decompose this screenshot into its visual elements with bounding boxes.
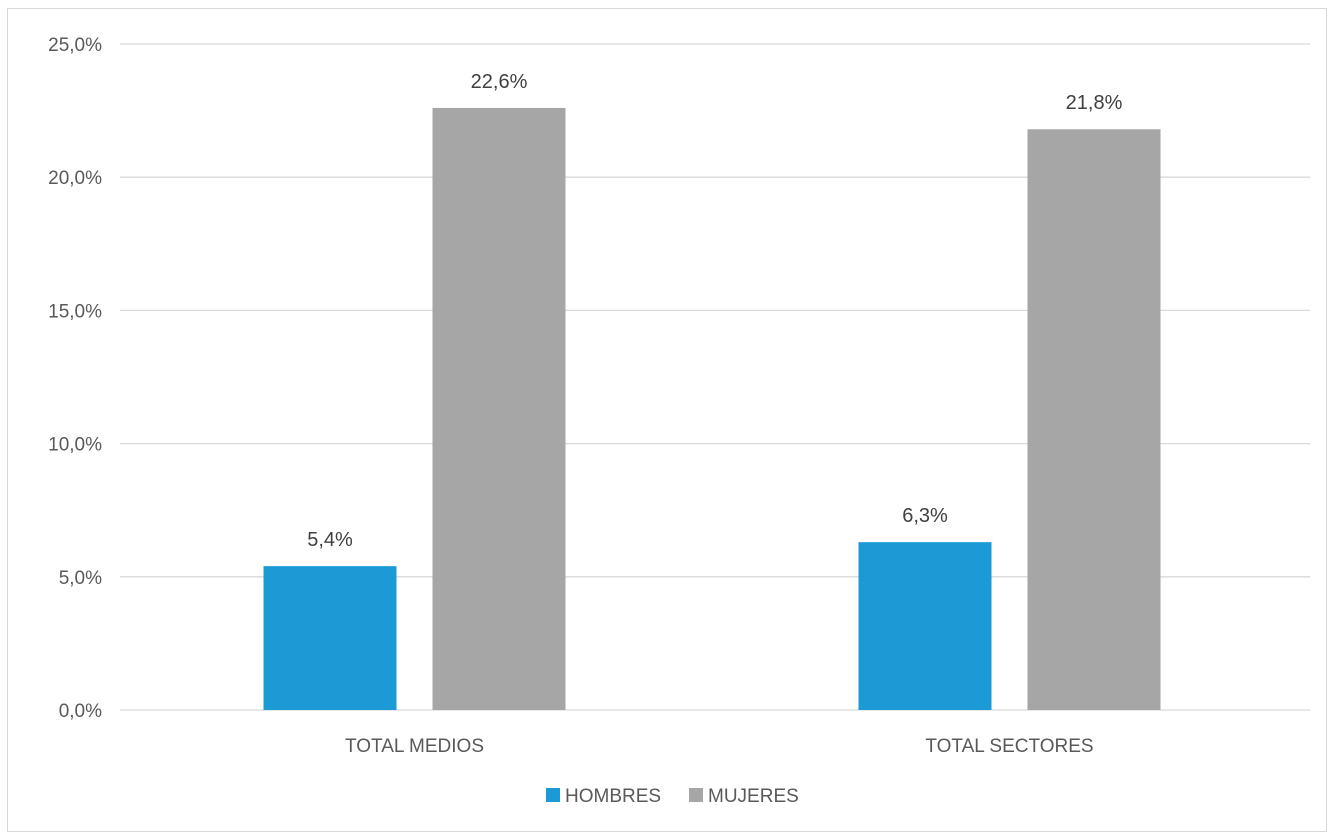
legend-label-hombres: HOMBRES bbox=[565, 786, 661, 807]
legend-swatch-mujeres bbox=[689, 788, 703, 802]
y-axis: 0,0% 5,0% 10,0% 15,0% 20,0% 25,0% bbox=[48, 35, 102, 722]
data-label: 6,3% bbox=[902, 505, 948, 527]
bar-hombres bbox=[858, 542, 992, 710]
bar-mujeres bbox=[1027, 129, 1161, 711]
legend-swatch-hombres bbox=[546, 788, 560, 802]
x-axis: TOTAL MEDIOS TOTAL SECTORES bbox=[345, 736, 1094, 757]
y-tick-label: 5,0% bbox=[59, 568, 102, 589]
data-label: 21,8% bbox=[1066, 92, 1123, 114]
bars: 5,4% 22,6% 6,3% 21,8% bbox=[263, 71, 1161, 711]
legend-label-mujeres: MUJERES bbox=[708, 786, 799, 807]
y-tick-label: 15,0% bbox=[48, 301, 102, 322]
y-tick-label: 0,0% bbox=[59, 701, 102, 722]
bar-hombres bbox=[263, 566, 397, 710]
legend: HOMBRES MUJERES bbox=[546, 786, 799, 807]
x-category-label: TOTAL MEDIOS bbox=[345, 736, 484, 757]
y-tick-label: 20,0% bbox=[48, 168, 102, 189]
data-label: 5,4% bbox=[307, 529, 353, 551]
y-tick-label: 10,0% bbox=[48, 435, 102, 456]
data-label: 22,6% bbox=[471, 71, 528, 93]
x-category-label: TOTAL SECTORES bbox=[925, 736, 1093, 757]
y-tick-label: 25,0% bbox=[48, 35, 102, 56]
bar-mujeres bbox=[432, 107, 566, 711]
